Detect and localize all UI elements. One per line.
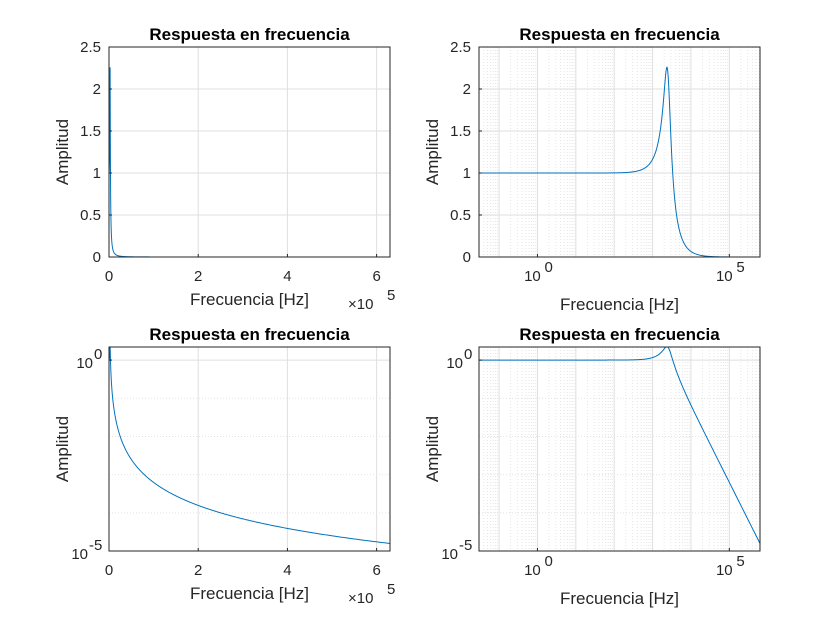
y-tick-exponent: 0 <box>464 346 472 363</box>
x-tick-label: 10 <box>716 562 733 579</box>
x-axis-exponent-power: 5 <box>387 287 395 304</box>
y-tick-label: 10 <box>71 546 88 563</box>
plot-area <box>109 47 390 257</box>
x-tick-label: 2 <box>194 562 202 579</box>
y-axis-label: Amplitud <box>53 119 72 185</box>
x-axis-label: Frecuencia [Hz] <box>560 295 679 314</box>
x-tick-exponent: 5 <box>736 259 744 276</box>
x-axis-exponent: ×10 <box>348 590 373 607</box>
grid <box>478 347 760 552</box>
x-axis-exponent-power: 5 <box>387 581 395 598</box>
x-tick-label: 10 <box>524 562 541 579</box>
y-tick-exponent: -5 <box>459 537 472 554</box>
x-axis-label: Frecuencia [Hz] <box>190 290 309 309</box>
x-tick-exponent: 0 <box>544 553 552 570</box>
x-axis-label: Frecuencia [Hz] <box>190 584 309 603</box>
chart-title: Respuesta en frecuencia <box>149 325 350 344</box>
x-axis-label: Frecuencia [Hz] <box>560 589 679 608</box>
y-axis-label: Amplitud <box>53 416 72 482</box>
y-tick-label: 10 <box>76 355 93 372</box>
x-tick-label: 10 <box>524 268 541 285</box>
y-tick-label: 0 <box>463 249 471 266</box>
series-line <box>479 347 760 544</box>
y-tick-label: 1.5 <box>450 123 471 140</box>
plot-area <box>109 347 390 551</box>
y-tick-label: 1 <box>463 165 471 182</box>
x-tick-label: 0 <box>105 268 113 285</box>
y-tick-label: 0 <box>93 249 101 266</box>
x-tick-label: 6 <box>372 268 380 285</box>
y-tick-label: 2 <box>93 81 101 98</box>
subplot-top-left: 0 2 4 6 0 0.5 1 1.5 2 2.5 ×10 5 Respuesta en frecuen… <box>53 25 395 313</box>
chart-title: Respuesta en frecuencia <box>519 325 720 344</box>
axes-box <box>478 46 761 258</box>
x-tick-label: 4 <box>283 268 291 285</box>
x-tick-exponent: 5 <box>736 553 744 570</box>
y-axis-label: Amplitud <box>423 416 442 482</box>
y-tick-exponent: 0 <box>94 346 102 363</box>
grid <box>478 46 760 258</box>
chart-title: Respuesta en frecuencia <box>149 25 350 44</box>
axes-box <box>108 46 391 258</box>
x-axis-exponent: ×10 <box>348 296 373 313</box>
axes-box <box>108 346 391 552</box>
y-tick-label: 0.5 <box>450 207 471 224</box>
y-tick-label: 2 <box>463 81 471 98</box>
x-tick-label: 0 <box>105 562 113 579</box>
series-line <box>109 347 390 544</box>
y-tick-label: 10 <box>446 355 463 372</box>
y-tick-label: 1 <box>93 165 101 182</box>
x-tick-exponent: 0 <box>544 259 552 276</box>
y-tick-label: 2.5 <box>80 39 101 56</box>
tick-labels: 0 2 4 6 0 0.5 1 1.5 2 2.5 <box>80 39 381 285</box>
y-tick-label: 10 <box>441 546 458 563</box>
chart-title: Respuesta en frecuencia <box>519 25 720 44</box>
y-tick-label: 1.5 <box>80 123 101 140</box>
axes-box <box>478 346 761 552</box>
y-tick-label: 2.5 <box>450 39 471 56</box>
x-tick-label: 6 <box>372 562 380 579</box>
x-tick-label: 10 <box>716 268 733 285</box>
x-tick-label: 2 <box>194 268 202 285</box>
y-axis-label: Amplitud <box>423 119 442 185</box>
y-tick-label: 0.5 <box>80 207 101 224</box>
x-tick-label: 4 <box>283 562 291 579</box>
y-tick-exponent: -5 <box>89 537 102 554</box>
